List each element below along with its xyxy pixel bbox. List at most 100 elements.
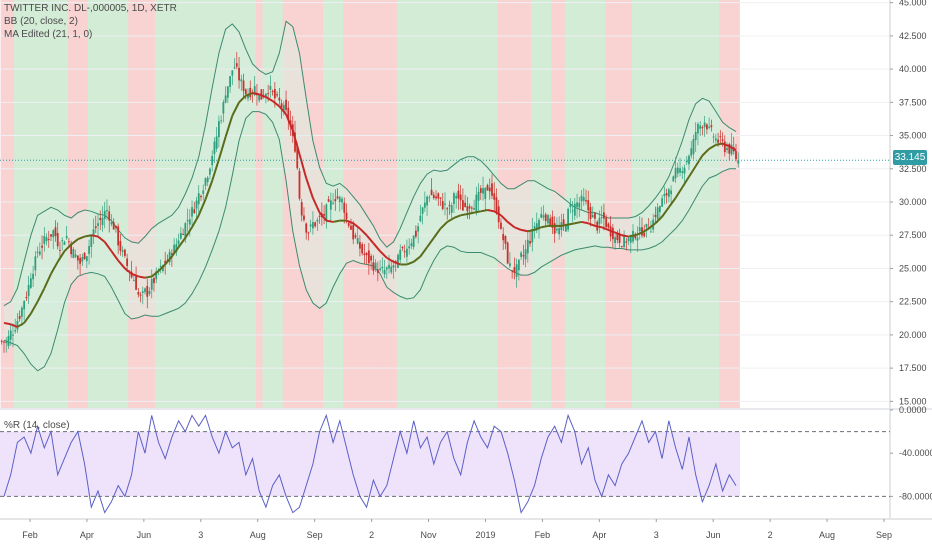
trend-background-bar [269, 0, 277, 408]
candle-body [479, 188, 482, 193]
trend-background-bar [383, 0, 391, 408]
candle-body [235, 63, 238, 67]
candle-body [618, 234, 621, 243]
candle-body [170, 253, 173, 256]
moving-average-segment [326, 219, 334, 223]
candle-body [162, 265, 164, 272]
moving-average-segment [29, 301, 39, 315]
oscillator-label[interactable]: %R (14, close) [4, 420, 70, 431]
moving-average-segment [621, 234, 629, 238]
candle-body [549, 218, 552, 226]
candle-body [500, 222, 502, 229]
candle-body [359, 242, 361, 249]
moving-average-segment [493, 210, 502, 217]
candle-body [591, 215, 594, 218]
candle-body [455, 195, 458, 199]
symbol-title[interactable]: TWITTER INC. DL-,000005, 1D, XETR [4, 3, 177, 14]
moving-average-segment [204, 180, 214, 200]
candle-body [473, 208, 475, 210]
trend-background-bar [87, 0, 96, 408]
price-axis-label: 30.000 [899, 197, 927, 207]
candle-body [656, 207, 659, 219]
candle-body [556, 228, 558, 231]
time-axis-label: Nov [421, 530, 438, 540]
trend-background-bar [175, 0, 183, 408]
trend-background-bar [699, 0, 707, 408]
moving-average-segment [467, 211, 475, 215]
candle-body [486, 184, 489, 191]
candle-body [558, 228, 561, 235]
moving-average-segment [157, 263, 166, 272]
candle-body [88, 246, 90, 254]
candle-body [52, 230, 55, 238]
candle-body [705, 124, 708, 130]
candle-body [504, 236, 507, 244]
moving-average-segment [103, 241, 113, 252]
moving-average-segment [608, 228, 616, 234]
candle-body [18, 315, 21, 319]
candle-body [629, 235, 632, 243]
candle-body [589, 207, 592, 219]
candle-body [110, 222, 113, 225]
candle-body [670, 190, 672, 195]
moving-average-segment [272, 100, 280, 108]
candle-body [59, 249, 61, 251]
moving-average-segment [70, 238, 79, 246]
candle-body [439, 197, 442, 199]
candle-body [477, 191, 480, 201]
candle-body [137, 292, 140, 295]
candle-body [488, 187, 491, 192]
bb-indicator-label[interactable]: BB (20, close, 2) [4, 16, 78, 27]
moving-average-segment [164, 255, 173, 266]
moving-average-segment [460, 212, 468, 217]
trend-background-bar [719, 0, 727, 408]
candle-body [61, 239, 64, 241]
candle-body [611, 227, 614, 240]
time-axis-label: 3 [198, 530, 203, 540]
moving-average-segment [386, 256, 395, 263]
moving-average-segment [587, 222, 596, 227]
candle-body [238, 67, 240, 81]
moving-average-segment [694, 154, 704, 167]
candle-body [354, 235, 357, 238]
candle-body [276, 94, 279, 96]
time-axis-label: Feb [535, 530, 551, 540]
moving-average-segment [63, 243, 72, 252]
candle-body [582, 197, 585, 201]
trend-background-bar [141, 0, 149, 408]
time-axis-label: 2 [768, 530, 773, 540]
time-axis-label: 2 [369, 530, 374, 540]
candle-body [135, 276, 137, 290]
price-axis-label: 32.500 [899, 164, 927, 174]
candle-body [650, 231, 652, 233]
trend-background-bar [618, 0, 626, 408]
candle-body [426, 196, 428, 206]
moving-average-segment [359, 227, 368, 236]
candle-body [285, 99, 287, 110]
candle-body [735, 151, 737, 160]
trend-background-bar [249, 0, 257, 408]
candle-body [363, 253, 366, 256]
candle-body [345, 212, 348, 220]
candle-body [388, 264, 390, 269]
moving-average-segment [507, 221, 516, 229]
trend-background-bar [262, 0, 270, 408]
trend-background-bar [27, 0, 35, 408]
ma-indicator-label[interactable]: MA Edited (21, 1, 0) [4, 29, 93, 40]
candle-body [573, 203, 576, 216]
candle-body [50, 234, 52, 237]
trend-background-bar [645, 0, 653, 408]
candle-body [446, 208, 449, 210]
candle-body [68, 241, 70, 243]
trend-background-bar [34, 0, 42, 408]
candle-body [21, 307, 23, 317]
candle-body [16, 320, 19, 330]
moving-average-segment [446, 217, 455, 223]
trend-background-bar [40, 0, 49, 408]
candle-body [667, 189, 670, 197]
moving-average-segment [628, 234, 636, 238]
candle-body [517, 259, 520, 271]
candle-body [683, 167, 686, 174]
